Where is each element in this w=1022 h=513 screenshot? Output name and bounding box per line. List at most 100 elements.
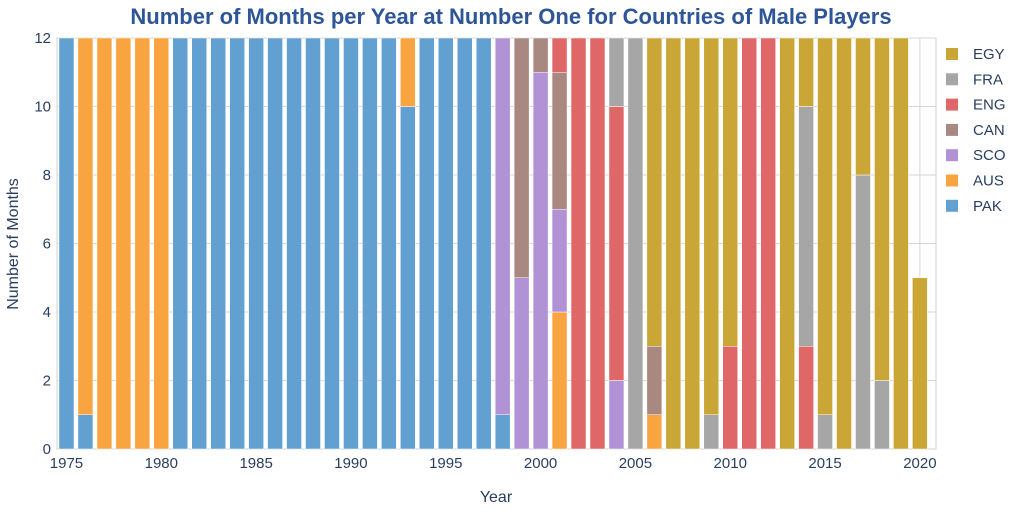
bar-segment-pak-1993 [400,106,416,450]
bar-segment-pak-1991 [362,37,378,450]
bar-segment-fra-2005 [627,37,644,450]
bar-segment-eng-2004 [608,106,625,381]
x-tick-label: 2000 [524,455,557,472]
bar-segment-pak-1983 [210,37,226,450]
x-tick-label: 2010 [714,455,747,472]
bar-segment-aus-1979 [134,37,151,450]
x-axis-label: Year [480,489,513,506]
bar-segment-eng-2003 [589,37,606,450]
legend-swatch-pak [946,199,958,212]
bar-segment-egy-2016 [836,37,852,450]
bar-segment-can-2006 [646,346,663,415]
y-tick-label: 10 [34,99,51,116]
bar-segment-eng-2001 [551,37,568,73]
bar-segment-eng-2002 [570,37,587,450]
x-tick-label: 1985 [239,455,272,472]
bar-segment-pak-1994 [419,37,435,450]
bar-segment-pak-1976 [77,414,94,450]
bar-segment-aus-1993 [400,37,416,107]
y-tick-label: 2 [43,373,51,390]
bar-segment-sco-2004 [608,380,625,450]
legend-label-can: CAN [973,122,1005,139]
x-tick-label: 2005 [619,455,652,472]
bar-segment-egy-2019 [893,37,909,450]
y-tick-label: 12 [34,30,51,47]
x-tick-label: 1990 [334,455,367,472]
bar-segment-egy-2018 [874,37,890,381]
bar-segment-egy-2010 [722,37,738,347]
legend-swatch-can [946,123,958,136]
legend-label-fra: FRA [973,71,1003,88]
bar-segment-aus-2006 [646,414,663,450]
bar-segment-egy-2008 [684,37,701,450]
bar-segment-pak-1982 [191,37,207,450]
bar-segment-pak-1988 [305,37,321,450]
bar-segment-pak-1984 [229,37,245,450]
bar-segment-pak-1986 [267,37,283,450]
bar-segment-pak-1996 [456,37,473,450]
bar-segment-eng-2010 [722,346,738,450]
bar-segment-pak-1990 [343,37,359,450]
legend-label-aus: AUS [973,173,1004,190]
bar-segment-pak-1989 [324,37,340,450]
bar-segment-eng-2012 [760,37,776,450]
bar-segment-egy-2009 [703,37,720,415]
legend-swatch-eng [946,98,958,111]
bar-segment-egy-2017 [855,37,871,176]
bar-segment-sco-1999 [513,277,530,450]
bar-segment-sco-2000 [532,72,549,450]
legend-label-eng: ENG [973,97,1006,114]
bar-segment-eng-2011 [741,37,757,450]
bar-segment-eng-2014 [798,346,814,450]
y-tick-label: 4 [43,304,51,321]
bar-segment-egy-2013 [779,37,795,450]
x-tick-label: 2015 [808,455,841,472]
legend-swatch-egy [946,48,958,60]
bar-segment-aus-1978 [115,37,132,450]
bar-segment-fra-2018 [874,380,890,450]
bar-segment-pak-1975 [58,37,75,450]
bar-segment-can-2000 [532,37,549,73]
bar-segment-pak-1981 [172,37,189,450]
bar-segment-fra-2017 [855,174,871,450]
legend-label-sco: SCO [973,147,1006,164]
bar-segment-pak-1998 [494,414,511,450]
legend: EGY FRA ENG CAN SCO AUS PAK [946,46,1006,215]
bar-segment-egy-2007 [665,37,682,450]
bar-segment-pak-1985 [248,37,264,450]
legend-swatch-fra [946,73,958,86]
bar-segment-aus-1976 [77,37,94,415]
bar-segment-aus-1980 [153,37,170,450]
bar-segment-fra-2009 [703,414,720,450]
bar-segment-egy-2015 [817,37,833,415]
bar-segment-pak-1992 [381,37,397,450]
chart-title: Number of Months per Year at Number One … [130,4,892,29]
y-tick-label: 6 [43,236,51,253]
legend-swatch-aus [946,174,958,187]
bar-segment-sco-1998 [494,37,511,415]
x-tick-label: 2020 [903,455,936,472]
y-tick-label: 8 [43,167,51,184]
y-axis-label: Number of Months [5,178,22,310]
bar-segment-can-2001 [551,72,568,210]
bar-segment-aus-2001 [551,311,568,450]
bars [58,37,928,450]
legend-label-egy: EGY [973,46,1005,63]
bar-segment-aus-1977 [96,37,113,450]
bar-segment-pak-1995 [438,37,454,450]
bar-segment-egy-2006 [646,37,663,347]
axes: 0 2 4 6 8 10 12 1975 1980 1985 1990 1995 2000 2005 201… [34,30,936,472]
x-tick-label: 1980 [145,455,178,472]
bar-segment-sco-2001 [551,209,568,313]
legend-swatch-sco [946,149,958,162]
x-tick-label: 1975 [50,455,83,472]
x-tick-label: 1995 [429,455,462,472]
bar-segment-pak-1997 [475,37,492,450]
bar-segment-fra-2015 [817,414,833,450]
bar-segment-fra-2004 [608,37,625,107]
legend-label-pak: PAK [973,198,1002,215]
bar-segment-pak-1987 [286,37,302,450]
bar-segment-fra-2014 [798,106,814,347]
y-tick-label: 0 [43,441,51,458]
